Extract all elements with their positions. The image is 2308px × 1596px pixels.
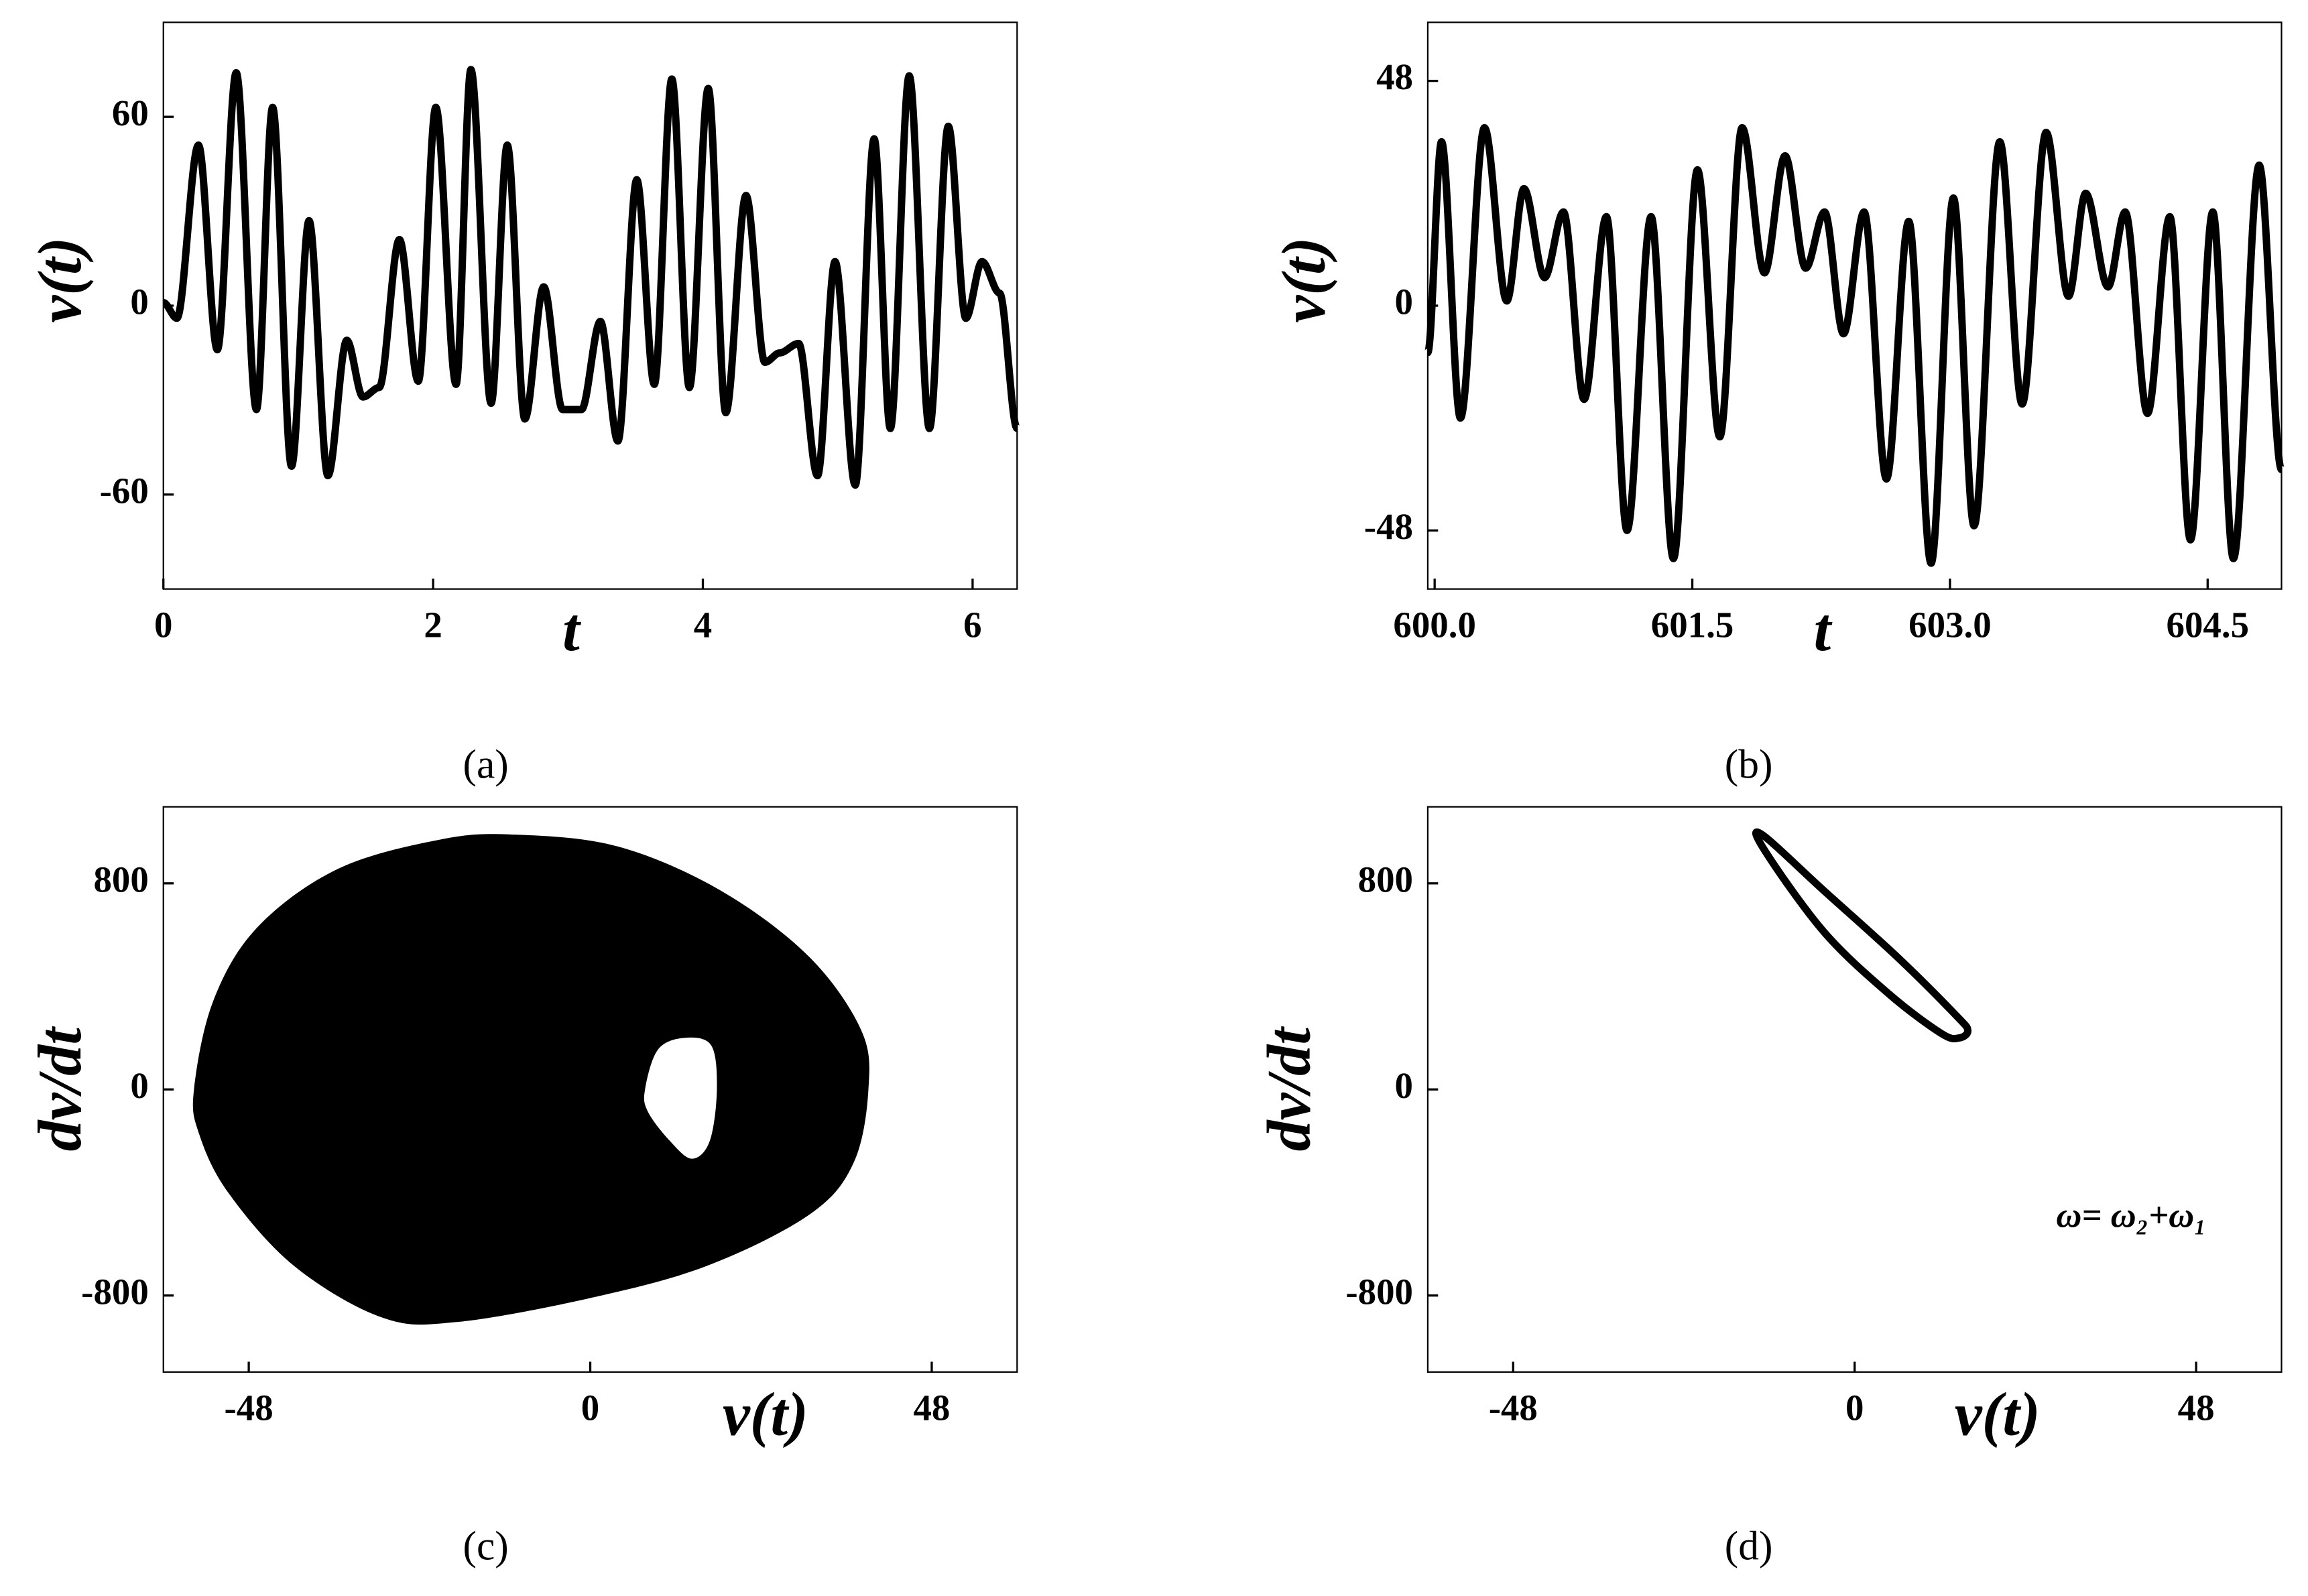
- x-tick-label: -48: [1489, 1388, 1538, 1428]
- y-tick-label: 0: [130, 1065, 148, 1106]
- y-tick-label: 0: [1395, 1065, 1413, 1106]
- panel-label: (b): [1725, 742, 1773, 788]
- y-tick-label: -800: [81, 1271, 149, 1312]
- annotation: ω= ω₂+ω₁: [2056, 1196, 2206, 1235]
- x-tick-label: 601.5: [1651, 605, 1734, 646]
- x-axis-label: t: [1814, 595, 1833, 664]
- x-tick-label: 604.5: [2167, 605, 2249, 646]
- attractor-region: [644, 1037, 717, 1159]
- data-line: [162, 66, 1021, 489]
- y-tick-label: 800: [1358, 859, 1413, 900]
- x-tick-label: -48: [225, 1388, 274, 1428]
- x-tick-label: 0: [1845, 1388, 1864, 1428]
- panel-label: (a): [463, 742, 508, 788]
- x-tick-label: 0: [581, 1388, 599, 1428]
- plot-frame: [162, 21, 1018, 590]
- x-tick-label: 4: [694, 605, 712, 646]
- y-tick-label: 0: [130, 282, 148, 322]
- x-tick-label: 48: [913, 1388, 950, 1428]
- y-tick-label: 60: [112, 93, 149, 133]
- x-tick-label: 0: [154, 605, 172, 646]
- x-tick-label: 603.0: [1908, 605, 1991, 646]
- plot-frame: [1426, 806, 2283, 1373]
- x-axis-label: v(t): [1955, 1379, 2041, 1448]
- plot-frame: [1426, 21, 2283, 590]
- x-axis-label: t: [562, 595, 581, 664]
- y-axis-label: v(t): [1269, 237, 1337, 323]
- y-tick-label: -60: [100, 470, 149, 511]
- x-tick-label: 600.0: [1393, 605, 1475, 646]
- y-tick-label: 48: [1376, 56, 1413, 97]
- y-tick-label: -48: [1364, 506, 1413, 547]
- data-line: [1424, 124, 2285, 567]
- y-axis-label: dv/dt: [1254, 1026, 1323, 1152]
- attractor-loop: [1752, 828, 1971, 1043]
- panel-label: (c): [463, 1524, 508, 1569]
- attractor-region: [192, 834, 869, 1325]
- x-tick-label: 48: [2178, 1388, 2215, 1428]
- x-axis-label: v(t): [723, 1379, 808, 1448]
- y-tick-label: 0: [1395, 282, 1413, 322]
- panel-label: (d): [1725, 1524, 1773, 1569]
- y-axis-label: v(t): [25, 237, 94, 323]
- x-tick-label: 6: [963, 605, 981, 646]
- y-tick-label: 800: [93, 859, 148, 900]
- y-axis-label: dv/dt: [25, 1026, 94, 1152]
- y-tick-label: -800: [1345, 1271, 1413, 1312]
- x-tick-label: 2: [424, 605, 442, 646]
